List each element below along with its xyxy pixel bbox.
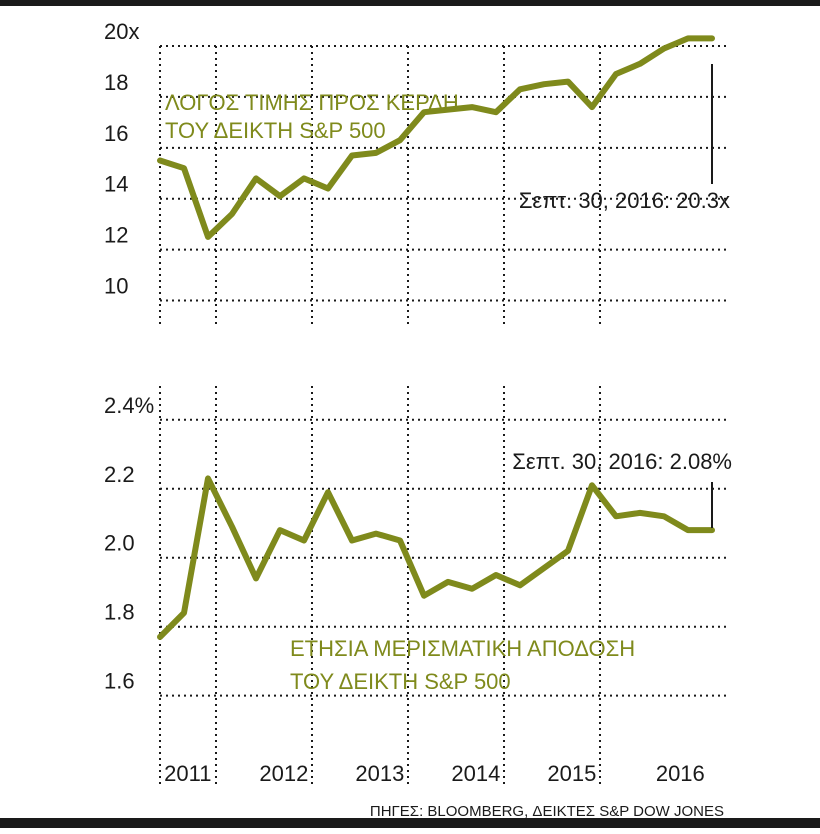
- chart1-ytick-label: 18: [104, 70, 128, 95]
- xtick-label: 2012: [259, 761, 308, 786]
- chart1-ytick-label: 16: [104, 121, 128, 146]
- chart2-series-line: [157, 475, 715, 640]
- chart1-title-line: ΤΟΥ ΔΕΙΚΤΗ S&P 500: [165, 118, 386, 143]
- chart2-ytick-label: 2.0: [104, 531, 135, 556]
- xtick-label: 2011: [164, 761, 211, 786]
- chart1-ytick-label: 12: [104, 223, 128, 248]
- chart1-ytick-label: 20x: [104, 19, 139, 44]
- chart2-ytick-label: 2.4%: [104, 393, 154, 418]
- chart2-title-line: ΕΤΗΣΙΑ ΜΕΡΙΣΜΑΤΙΚΗ ΑΠΟΔΟΣΗ: [290, 636, 635, 661]
- chart2-title-line: ΤΟΥ ΔΕΙΚΤΗ S&P 500: [290, 669, 511, 694]
- chart2-annotation: Σεπτ. 30, 2016: 2.08%: [512, 449, 732, 474]
- xtick-label: 2015: [547, 761, 596, 786]
- source-note: ΠΗΓΕΣ: BLOOMBERG, ΔΕΙΚΤΕΣ S&P DOW JONES: [370, 803, 724, 820]
- chart2-ytick-label: 2.2: [104, 462, 135, 487]
- xtick-label: 2016: [656, 761, 705, 786]
- chart2-ytick-label: 1.6: [104, 669, 135, 694]
- chart1-ytick-label: 14: [104, 172, 128, 197]
- chart-canvas: 10 12 14 16 18 20x ΛΟΓΟΣ ΤΙΜΗΣ ΠΡΟΣ ΚΕΡΔΗ ΤΟΥ Δ…: [104, 19, 732, 820]
- xtick-label: 2013: [355, 761, 404, 786]
- chart1-annotation: Σεπτ. 30, 2016: 20.3x: [519, 188, 730, 213]
- chart2-ytick-label: 1.8: [104, 600, 135, 625]
- xtick-label: 2014: [451, 761, 500, 786]
- chart1-ytick-label: 10: [104, 274, 128, 299]
- chart1-series-line: [157, 35, 715, 240]
- chart1-title-line: ΛΟΓΟΣ ΤΙΜΗΣ ΠΡΟΣ ΚΕΡΔΗ: [165, 90, 459, 115]
